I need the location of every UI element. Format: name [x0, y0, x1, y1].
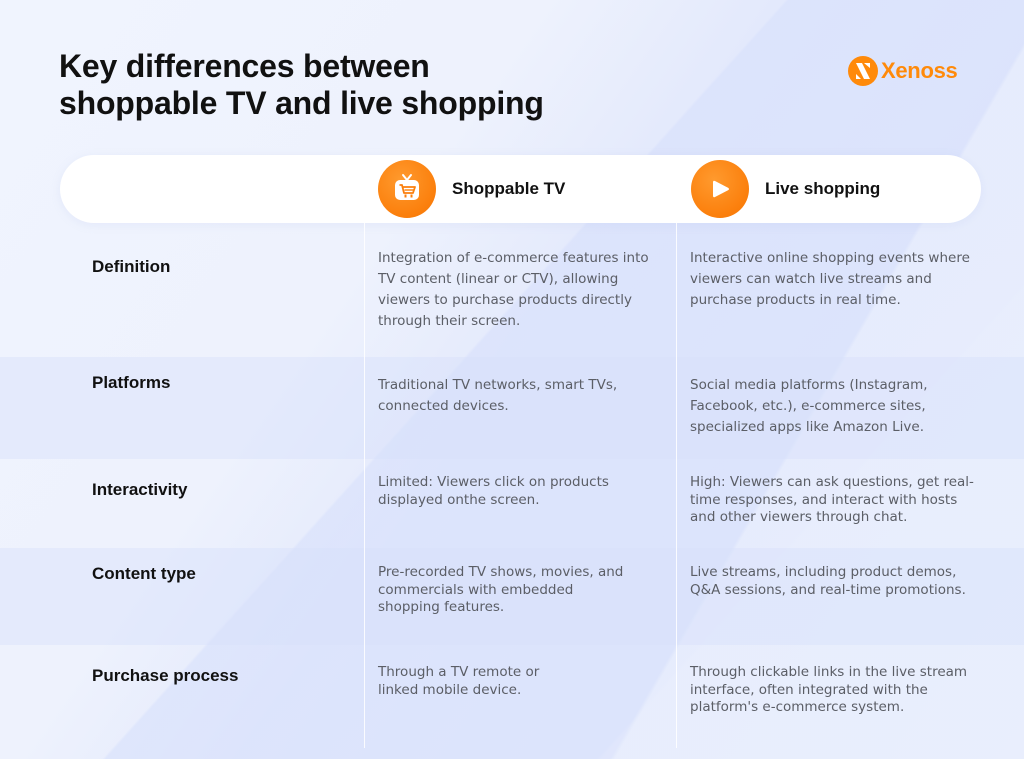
row-label: Interactivity [92, 480, 188, 499]
column-label: Live shopping [765, 179, 881, 198]
row-label: Platforms [92, 373, 171, 392]
tv-cart-icon [378, 160, 436, 218]
xenoss-logo-mark-icon [848, 56, 878, 86]
column-header-bar [60, 155, 981, 223]
cell-live-shopping: Live streams, including product demos, Q… [690, 564, 966, 598]
row-label: Definition [92, 257, 171, 276]
page-title: Key differences between shoppable TV and… [59, 48, 544, 122]
column-header-live-shopping: Live shopping [691, 160, 880, 218]
row-label: Content type [92, 564, 196, 583]
table-row-content-type: Content type Pre-recorded TV shows, movi… [0, 548, 1024, 645]
logo-text: Xenoss [881, 58, 958, 83]
row-label: Purchase process [92, 666, 239, 685]
column-header-shoppable-tv: Shoppable TV [378, 160, 565, 218]
cell-shoppable-tv: Pre-recorded TV shows, movies, and comme… [378, 564, 624, 615]
cell-live-shopping: High: Viewers can ask questions, get rea… [690, 474, 974, 525]
table-row-interactivity: Interactivity Limited: Viewers click on … [0, 459, 1024, 548]
cell-live-shopping: Through clickable links in the live stre… [690, 664, 968, 715]
column-divider [364, 223, 365, 748]
table-row-platforms: Platforms Traditional TV networks, smart… [0, 357, 1024, 459]
play-icon [691, 160, 749, 218]
table-row-purchase-process: Purchase process Through a TV remote or … [0, 645, 1024, 748]
cell-shoppable-tv: Integration of e-commerce features into … [378, 250, 649, 329]
cell-shoppable-tv: Traditional TV networks, smart TVs, conn… [378, 377, 618, 414]
cell-shoppable-tv: Limited: Viewers click on products displ… [378, 474, 609, 508]
title-line-1: Key differences between [59, 48, 430, 84]
cell-live-shopping: Interactive online shopping events where… [690, 250, 970, 308]
cell-shoppable-tv: Through a TV remote or linked mobile dev… [378, 664, 540, 698]
table-row-definition: Definition Integration of e-commerce fea… [0, 223, 1024, 357]
column-divider [676, 223, 677, 748]
cell-live-shopping: Social media platforms (Instagram, Faceb… [690, 377, 928, 435]
title-line-2: shoppable TV and live shopping [59, 85, 544, 121]
xenoss-logo: Xenoss [848, 56, 958, 86]
column-label: Shoppable TV [452, 179, 566, 198]
